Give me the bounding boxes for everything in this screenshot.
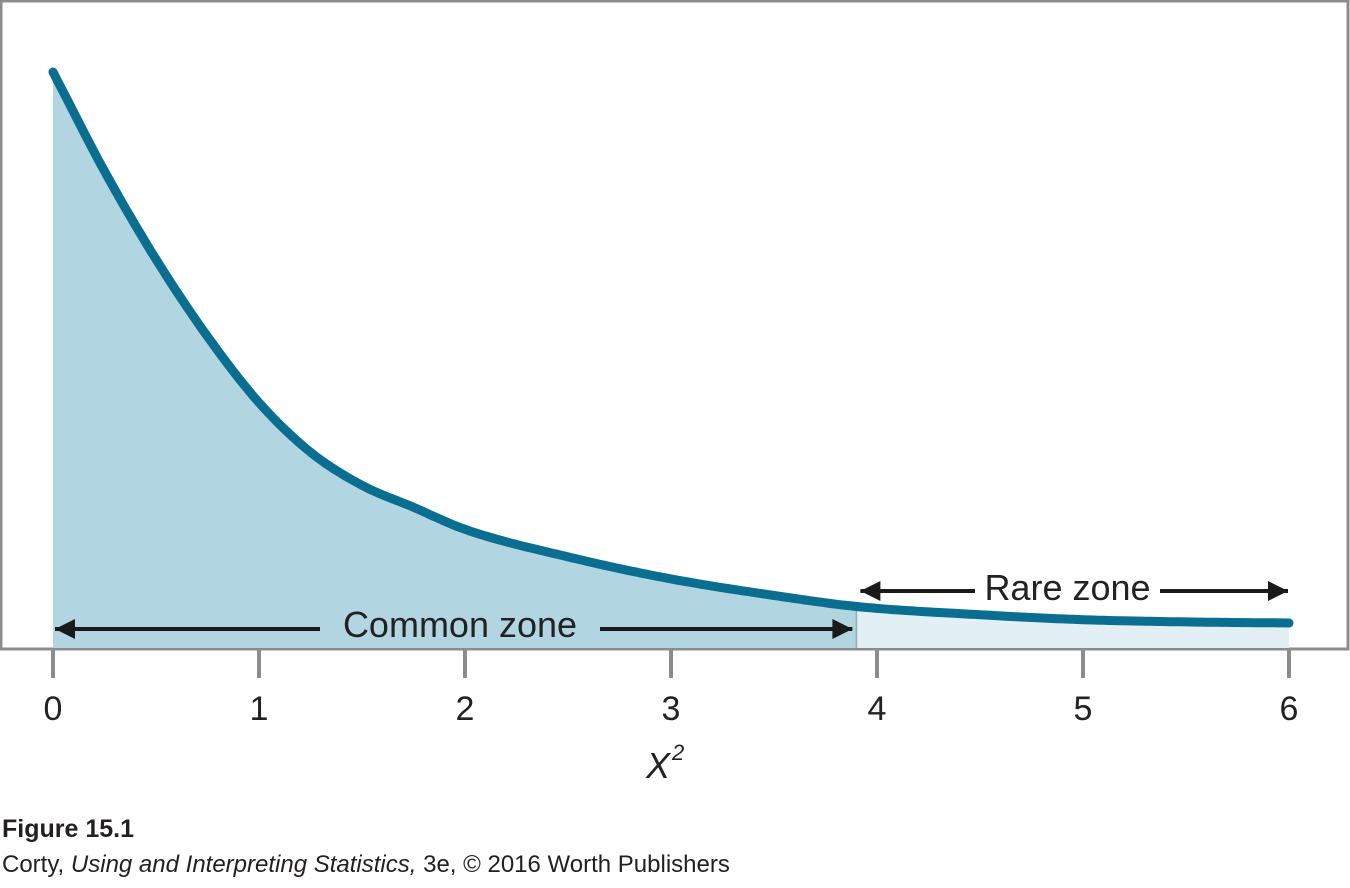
rare-zone-label: Rare zone <box>984 567 1150 608</box>
x-tick-label: 1 <box>250 690 269 728</box>
x-axis-title: X <box>645 745 672 786</box>
common-zone-area <box>53 72 857 648</box>
x-axis-title-superscript: 2 <box>671 740 684 765</box>
figure-credit: Corty, Using and Interpreting Statistics… <box>2 848 730 882</box>
x-axis-ticks <box>51 648 1291 678</box>
common-zone-arrow-right <box>600 619 853 639</box>
x-tick-label: 5 <box>1074 690 1093 728</box>
rare-zone-arrow-right <box>1160 581 1288 601</box>
x-tick-label: 6 <box>1280 690 1299 728</box>
credit-book-title: Using and Interpreting Statistics, <box>70 851 417 878</box>
x-tick-label: 2 <box>456 690 475 728</box>
x-axis-tick-labels: 0 1 2 3 4 5 6 <box>44 690 1299 728</box>
x-tick-label: 4 <box>868 690 887 728</box>
common-zone-label: Common zone <box>343 604 577 645</box>
chi-square-chart: 0 1 2 3 4 5 6 Common zone Rare zone X 2 <box>0 0 1350 786</box>
x-tick-label: 0 <box>44 690 63 728</box>
figure-caption: Figure 15.1 Corty, Using and Interpretin… <box>2 812 730 882</box>
distribution-curve <box>48 67 1294 628</box>
figure-title: Figure 15.1 <box>2 815 134 843</box>
zone-arrows <box>55 581 1288 639</box>
x-tick-label: 3 <box>662 690 681 728</box>
credit-publisher: 3e, © 2016 Worth Publishers <box>423 851 730 878</box>
credit-author: Corty, <box>2 851 65 878</box>
common-zone-arrow-left <box>55 619 320 639</box>
rare-zone-arrow-left <box>860 581 975 601</box>
